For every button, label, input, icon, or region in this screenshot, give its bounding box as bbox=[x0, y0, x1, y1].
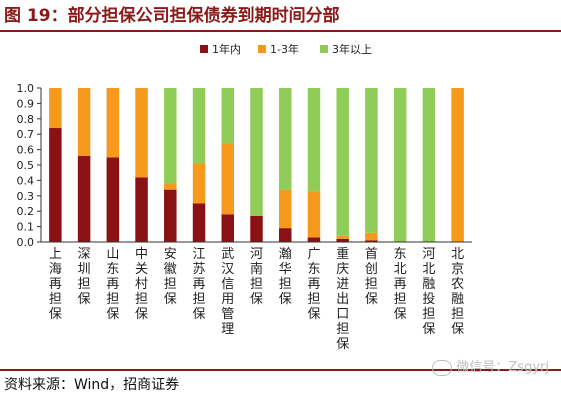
bar-segment-s3-c7 bbox=[221, 88, 235, 144]
legend-swatch-3 bbox=[320, 45, 328, 53]
title-divider bbox=[0, 30, 561, 32]
bar-segment-s2-c9 bbox=[278, 189, 292, 229]
y-tick-label: 0.2 bbox=[17, 205, 35, 218]
bar-segment-s1-c6 bbox=[192, 203, 206, 242]
bar-segment-s2-c5 bbox=[164, 183, 177, 190]
bar-segment-s1-c4 bbox=[135, 177, 148, 242]
bar-segment-s1-c5 bbox=[164, 189, 177, 242]
x-axis: 上海再担保 深圳担保 山东再担保 中关村担保 安徽担保 江苏再担保 武汉信用管理 河南担保 瀚华… bbox=[41, 241, 472, 352]
bar-segment-s2-c7 bbox=[221, 143, 235, 215]
bar-segment-s3-c14 bbox=[422, 88, 436, 242]
bar-segment-s2-c3 bbox=[106, 88, 120, 158]
watermark-text: 微信号：Zsgyrj bbox=[456, 360, 549, 375]
x-tick-label: 上海再担保 bbox=[49, 247, 62, 322]
x-tick-label: 安徽担保 bbox=[164, 247, 177, 307]
y-tick-label: 0.5 bbox=[17, 159, 35, 172]
bar-segment-s1-c11 bbox=[336, 238, 349, 242]
bar-segment-s3-c9 bbox=[278, 88, 292, 190]
y-tick-label: 0.1 bbox=[17, 221, 35, 234]
y-tick-label: 0.0 bbox=[17, 236, 35, 249]
bar-segment-s3-c8 bbox=[250, 88, 263, 216]
y-tick-label: 0.7 bbox=[17, 128, 35, 141]
legend-label-3: 3年以上 bbox=[332, 42, 372, 56]
x-tick-label: 首创担保 bbox=[365, 247, 378, 307]
bar-segment-s1-c12 bbox=[365, 240, 378, 242]
bars bbox=[49, 88, 464, 242]
bar-segment-s3-c10 bbox=[307, 88, 321, 192]
bar-segment-s3-c11 bbox=[336, 88, 349, 236]
bar-segment-s3-c13 bbox=[393, 88, 407, 242]
legend-swatch-1 bbox=[200, 45, 208, 53]
y-tick-label: 0.4 bbox=[17, 174, 35, 187]
source-note: 资料来源：Wind，招商证券 bbox=[4, 377, 180, 393]
x-tick-label: 北京农融担保 bbox=[451, 247, 464, 337]
y-tick-label: 1.0 bbox=[17, 82, 35, 95]
y-tick-label: 0.8 bbox=[17, 113, 35, 126]
bar-segment-s2-c2 bbox=[77, 88, 91, 156]
bar-segment-s1-c7 bbox=[221, 214, 235, 242]
x-tick-label: 重庆进出口担保 bbox=[336, 246, 349, 352]
legend-swatch-2 bbox=[258, 45, 266, 53]
bar-segment-s1-c1 bbox=[49, 128, 62, 242]
x-tick-label: 深圳担保 bbox=[78, 247, 91, 307]
x-tick-label: 瀚华担保 bbox=[279, 247, 292, 307]
y-tick-label: 0.6 bbox=[17, 144, 35, 157]
bar-segment-s2-c12 bbox=[365, 232, 378, 241]
x-tick-label: 河南担保 bbox=[250, 247, 263, 307]
y-tick-label: 0.9 bbox=[17, 97, 35, 110]
legend-label-2: 1-3年 bbox=[270, 42, 299, 56]
wechat-icon bbox=[432, 359, 453, 376]
bar-segment-s2-c1 bbox=[49, 88, 62, 129]
x-tick-label: 中关村担保 bbox=[135, 247, 148, 322]
bar-segment-s1-c8 bbox=[250, 215, 263, 242]
bar-segment-s3-c6 bbox=[192, 88, 206, 164]
bar-segment-s2-c6 bbox=[192, 163, 206, 204]
x-tick-label: 河北融投担保 bbox=[422, 247, 435, 337]
bar-segment-s2-c4 bbox=[135, 88, 148, 178]
bar-segment-s1-c3 bbox=[106, 157, 120, 242]
y-tick-label: 0.3 bbox=[17, 190, 35, 203]
bar-segment-s3-c5 bbox=[164, 88, 177, 184]
y-axis: 0.0 0.1 0.2 0.3 0.4 0.5 0.6 0.7 0.8 0.9 1.0 bbox=[17, 82, 42, 249]
bar-segment-s2-c11 bbox=[336, 235, 349, 239]
bar-segment-s2-c10 bbox=[307, 191, 321, 238]
x-tick-label: 广东再担保 bbox=[307, 247, 320, 322]
bar-segment-s3-c12 bbox=[365, 88, 378, 233]
x-tick-label: 东北再担保 bbox=[394, 247, 407, 322]
legend-label-1: 1年内 bbox=[212, 42, 241, 56]
bar-segment-s2-c15 bbox=[451, 88, 464, 242]
bar-segment-s1-c10 bbox=[307, 237, 321, 242]
x-tick-label: 山东再担保 bbox=[106, 247, 119, 322]
bar-segment-s1-c9 bbox=[278, 228, 292, 242]
x-tick-label: 武汉信用管理 bbox=[221, 247, 234, 337]
watermark: 微信号：Zsgyrj bbox=[432, 358, 549, 378]
stacked-bar-chart: 1年内 1-3年 3年以上 0.00.10.20.30.40.50.60.70.80… bbox=[17, 42, 472, 352]
legend: 1年内 1-3年 3年以上 bbox=[200, 42, 372, 56]
x-tick-label: 江苏再担保 bbox=[193, 247, 206, 322]
footer-divider bbox=[0, 369, 561, 371]
bar-segment-s1-c2 bbox=[77, 155, 91, 242]
chart-title: 图 19：部分担保公司担保债券到期时间分部 bbox=[4, 6, 340, 26]
